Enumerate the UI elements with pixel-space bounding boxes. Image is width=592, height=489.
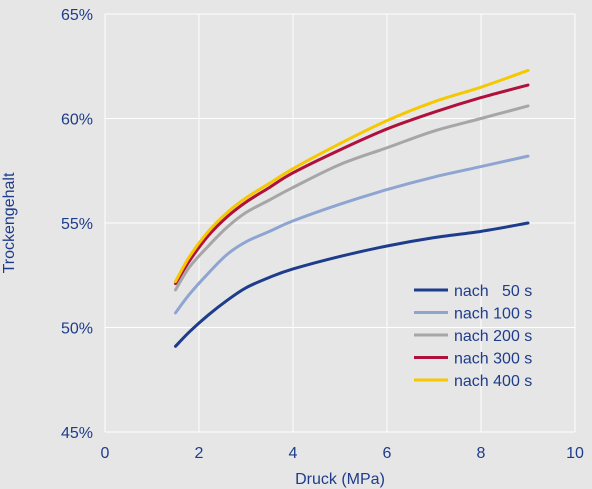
x-tick-label: 6 xyxy=(383,445,392,462)
series-line xyxy=(174,83,530,286)
legend-label: nach 50 s xyxy=(454,283,532,300)
series-line xyxy=(174,154,530,315)
x-tick-label: 8 xyxy=(477,445,486,462)
legend-label: nach 300 s xyxy=(454,351,532,368)
grid-lines xyxy=(104,13,576,433)
tick-labels: 0 2 4 6 8 10 45% 50% 55% 60% 65% xyxy=(61,7,584,462)
series-lines xyxy=(174,68,530,348)
y-tick-label: 45% xyxy=(61,425,93,442)
x-tick-label: 4 xyxy=(289,445,298,462)
x-tick-label: 10 xyxy=(566,445,584,462)
x-tick-label: 2 xyxy=(195,445,204,462)
legend-label: nach 100 s xyxy=(454,306,532,323)
y-tick-label: 65% xyxy=(61,7,93,24)
series-line xyxy=(174,104,530,292)
series-line xyxy=(174,68,530,284)
y-tick-label: 55% xyxy=(61,216,93,233)
y-tick-label: 50% xyxy=(61,321,93,338)
legend-label: nach 400 s xyxy=(454,373,532,390)
y-axis-label: Trockengehalt xyxy=(1,172,18,273)
series-line xyxy=(174,221,530,348)
x-tick-label: 0 xyxy=(101,445,110,462)
legend-label: nach 200 s xyxy=(454,328,532,345)
y-tick-label: 60% xyxy=(61,112,93,129)
legend: nach 50 s nach 100 s nach 200 s nach 300 s n… xyxy=(414,283,532,390)
x-axis-label: Druck (MPa) xyxy=(295,471,385,488)
